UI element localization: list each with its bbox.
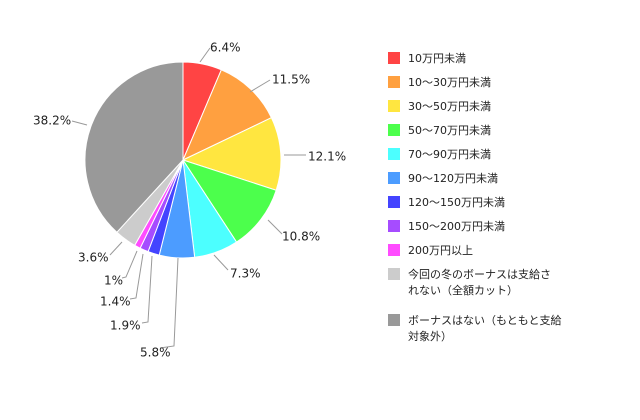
legend-swatch	[388, 76, 400, 88]
legend-swatch	[388, 52, 400, 64]
value-labels: 6.4% 11.5% 12.1% 10.8% 7.3% 5.8% 1.9% 1.4% 1% 3.6…	[33, 41, 346, 360]
legend-label: 120～150万円未満	[408, 196, 505, 209]
value-label: 1.4%	[100, 295, 131, 309]
legend-swatch	[388, 244, 400, 256]
legend-label: 90～120万円未満	[408, 172, 498, 185]
legend-label: 10～30万円未満	[408, 76, 491, 89]
pie-slice	[181, 159, 277, 243]
leader-line	[213, 254, 229, 271]
legend-swatch	[388, 268, 400, 280]
leader-line	[71, 120, 88, 126]
legend-label: 150～200万円未満	[408, 220, 505, 233]
leader-lines	[71, 47, 306, 349]
legend-label: ボーナスはない（もともと支給	[408, 313, 562, 327]
legend-label: 対象外）	[408, 329, 452, 343]
leader-line	[129, 253, 144, 300]
legend-label: 200万円以上	[408, 244, 473, 257]
leader-line	[141, 255, 153, 324]
legend-label: れない（全額カット）	[408, 283, 518, 297]
pie-slice	[182, 69, 273, 162]
value-label: 7.3%	[230, 267, 261, 281]
value-label: 38.2%	[33, 114, 71, 128]
legend-label: 10万円未満	[408, 52, 466, 65]
legend-swatch	[388, 100, 400, 112]
value-label: 3.6%	[78, 251, 109, 265]
pie-slice	[181, 117, 282, 191]
leader-line	[159, 257, 179, 349]
leader-line	[199, 47, 211, 63]
leader-line	[121, 250, 138, 279]
value-label: 12.1%	[308, 150, 346, 164]
value-label: 6.4%	[210, 41, 241, 55]
leader-line	[267, 219, 283, 235]
legend-swatch	[388, 172, 400, 184]
legend-swatch	[388, 124, 400, 136]
value-label: 1.9%	[110, 319, 141, 333]
value-label: 11.5%	[272, 73, 310, 87]
leader-line	[249, 79, 271, 93]
value-label: 5.8%	[140, 346, 171, 360]
leader-line	[109, 241, 123, 256]
legend-label: 今回の冬のボーナスは支給さ	[408, 267, 551, 281]
pie-slices	[84, 61, 282, 259]
legend: 10万円未満 10～30万円未満 30～50万円未満 50～70万円未満 70～90万円…	[388, 52, 562, 343]
legend-swatch	[388, 196, 400, 208]
legend-label: 50～70万円未満	[408, 124, 491, 137]
legend-label: 70～90万円未満	[408, 148, 491, 161]
legend-swatch	[388, 314, 400, 326]
value-label: 10.8%	[282, 230, 320, 244]
pie-slice	[84, 61, 184, 233]
value-label: 1%	[104, 274, 123, 288]
legend-swatch	[388, 220, 400, 232]
legend-label: 30～50万円未満	[408, 100, 491, 113]
legend-swatch	[388, 148, 400, 160]
